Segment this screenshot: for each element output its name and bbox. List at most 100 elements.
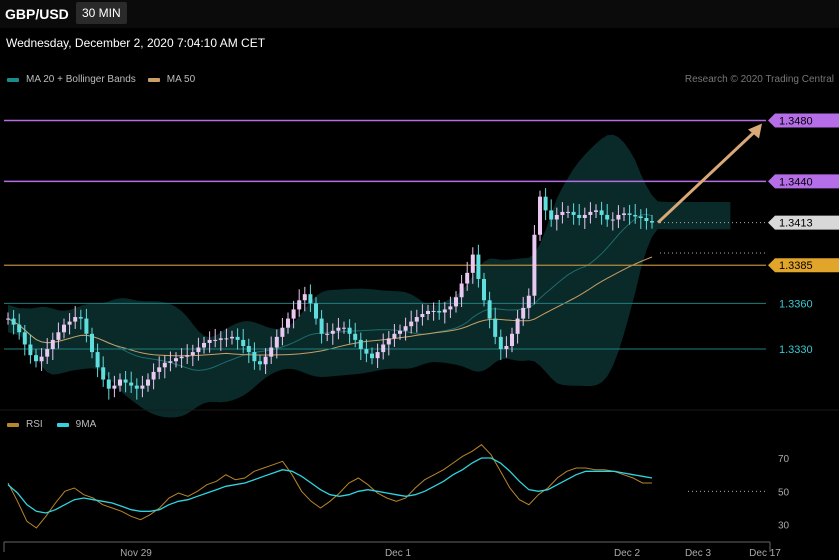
candle — [185, 355, 190, 357]
level-label-1.3385: 1.3385 — [779, 260, 813, 272]
candle — [297, 300, 302, 310]
candle — [263, 356, 268, 365]
candle — [106, 379, 111, 389]
level-label-1.3360: 1.3360 — [779, 298, 813, 310]
candle — [146, 379, 150, 386]
candle — [577, 214, 582, 218]
candle — [151, 371, 156, 380]
candle — [465, 272, 470, 284]
level-tag-1.3440 — [768, 174, 839, 189]
candle — [213, 339, 218, 341]
candle — [308, 294, 313, 304]
candle — [319, 318, 324, 334]
candle — [409, 321, 414, 327]
rsi-tick-30: 30 — [778, 521, 790, 532]
top-bar — [0, 0, 839, 28]
candle — [45, 349, 50, 357]
rsi-9ma-line — [7, 457, 653, 514]
candle — [179, 356, 184, 359]
candle — [252, 352, 257, 362]
rsi-tick-70: 70 — [778, 454, 790, 465]
candle — [11, 318, 16, 325]
x-tick-label: Nov 29 — [120, 548, 152, 559]
candle — [431, 310, 436, 312]
candle — [112, 385, 117, 389]
candle — [426, 310, 430, 314]
candle — [230, 336, 234, 339]
candle — [420, 314, 425, 318]
candle — [286, 318, 290, 328]
candle — [459, 283, 464, 298]
ma20-legend-label: MA 20 + Bollinger Bands — [26, 74, 136, 85]
candle — [134, 385, 139, 389]
candle — [28, 344, 33, 356]
bollinger-band — [8, 134, 731, 418]
candle — [17, 324, 22, 333]
candle — [207, 339, 212, 343]
candle — [101, 367, 106, 380]
candle — [235, 336, 240, 340]
candle — [571, 211, 576, 215]
candle — [566, 211, 570, 213]
x-tick-label: Dec 3 — [685, 548, 712, 559]
candle — [532, 234, 537, 296]
candle — [582, 214, 587, 218]
level-label-1.3440: 1.3440 — [779, 176, 813, 188]
x-tick-label: Dec 2 — [614, 548, 641, 559]
candle — [218, 338, 223, 340]
candle — [403, 326, 408, 331]
level-label-1.3330: 1.3330 — [779, 344, 813, 356]
candle — [325, 333, 330, 335]
candle — [123, 379, 128, 383]
candle — [118, 379, 122, 386]
candle — [162, 362, 167, 368]
candle — [560, 211, 565, 215]
candle — [442, 309, 447, 313]
candle — [627, 213, 632, 215]
candle — [274, 336, 279, 348]
main-legend: MA 20 + Bollinger Bands MA 50 — [7, 74, 195, 85]
candle — [638, 216, 643, 218]
timeframe-button[interactable]: 30 MIN — [76, 2, 127, 24]
ma50-swatch — [147, 77, 160, 82]
candle — [543, 196, 548, 211]
candle — [39, 356, 44, 362]
candle — [414, 317, 419, 322]
candle — [50, 339, 55, 350]
candle — [392, 333, 397, 339]
candle — [493, 318, 498, 337]
candle — [375, 352, 380, 359]
candle — [84, 318, 89, 334]
candle — [364, 349, 369, 354]
candle — [482, 278, 486, 301]
candle — [381, 344, 386, 353]
candle — [280, 327, 285, 337]
candle — [358, 339, 363, 350]
candle — [129, 382, 134, 386]
candle — [224, 338, 229, 340]
x-tick-label: Dec 1 — [385, 548, 412, 559]
candle — [487, 300, 492, 319]
candle — [650, 221, 654, 223]
forecast-arrow — [656, 129, 758, 224]
candle — [34, 355, 38, 362]
candle — [269, 347, 274, 357]
candle — [168, 361, 173, 363]
timestamp: Wednesday, December 2, 2020 7:04:10 AM C… — [6, 36, 266, 50]
candle — [241, 339, 246, 346]
rsi-legend-label: RSI — [26, 419, 43, 430]
candle — [62, 324, 66, 333]
candle — [258, 361, 262, 365]
candle — [90, 333, 94, 353]
candle — [202, 342, 206, 348]
candle — [190, 352, 195, 356]
candle — [616, 214, 621, 220]
rsi-legend: RSI 9MA — [7, 419, 96, 430]
credit-text: Research © 2020 Trading Central — [684, 74, 834, 85]
candle — [302, 294, 307, 301]
x-tick-label: Dec 17 — [749, 548, 781, 559]
candle — [515, 318, 520, 334]
candle — [140, 385, 145, 389]
candle — [56, 332, 61, 340]
